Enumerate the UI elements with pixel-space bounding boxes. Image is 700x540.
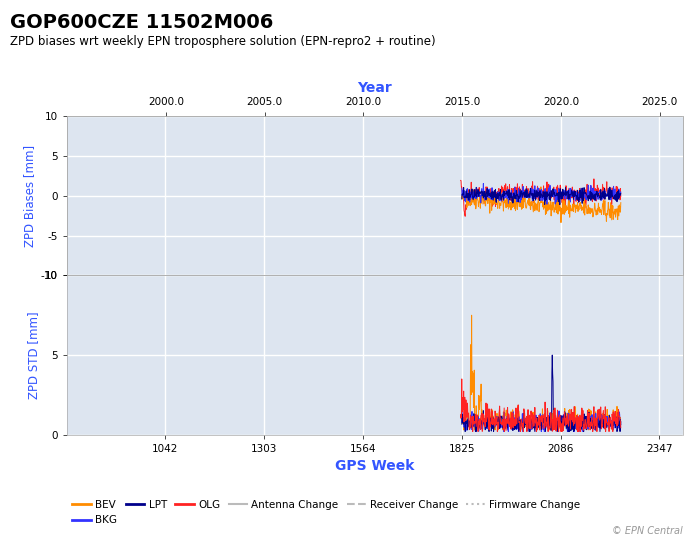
Legend: BEV, BKG, LPT, OLG, Antenna Change, Receiver Change, Firmware Change: BEV, BKG, LPT, OLG, Antenna Change, Rece… — [68, 496, 584, 529]
Text: © EPN Central: © EPN Central — [612, 525, 682, 536]
Y-axis label: ZPD Biases [mm]: ZPD Biases [mm] — [23, 145, 36, 247]
X-axis label: GPS Week: GPS Week — [335, 460, 414, 473]
X-axis label: Year: Year — [357, 80, 392, 94]
Text: GOP600CZE 11502M006: GOP600CZE 11502M006 — [10, 14, 274, 32]
Text: ZPD biases wrt weekly EPN troposphere solution (EPN-repro2 + routine): ZPD biases wrt weekly EPN troposphere so… — [10, 35, 436, 48]
Y-axis label: ZPD STD [mm]: ZPD STD [mm] — [27, 311, 40, 399]
